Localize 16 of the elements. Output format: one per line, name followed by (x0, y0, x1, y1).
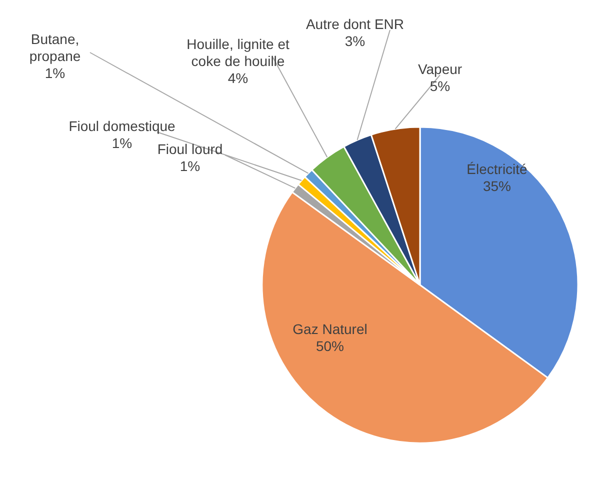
data-label: 1% (112, 135, 132, 151)
data-label: 4% (228, 70, 248, 86)
slice-label: Électricité (466, 161, 528, 177)
data-label: 3% (344, 33, 366, 49)
data-label: 5% (430, 78, 450, 94)
slice-label: Houille, lignite et coke de houille (186, 36, 290, 69)
slice-label: Fioul domestique (68, 118, 176, 134)
slice-label: Autre dont ENR (306, 16, 404, 32)
data-label: 50% (316, 338, 344, 354)
slice-label: Fioul lourd (157, 141, 223, 157)
data-label: 1% (180, 158, 200, 174)
data-label: 35% (482, 178, 512, 194)
data-label: 1% (44, 65, 66, 81)
slice-label: Butane, propane (29, 31, 81, 64)
slice-label: Gaz Naturel (292, 321, 368, 337)
slice-label: Vapeur (418, 61, 462, 77)
